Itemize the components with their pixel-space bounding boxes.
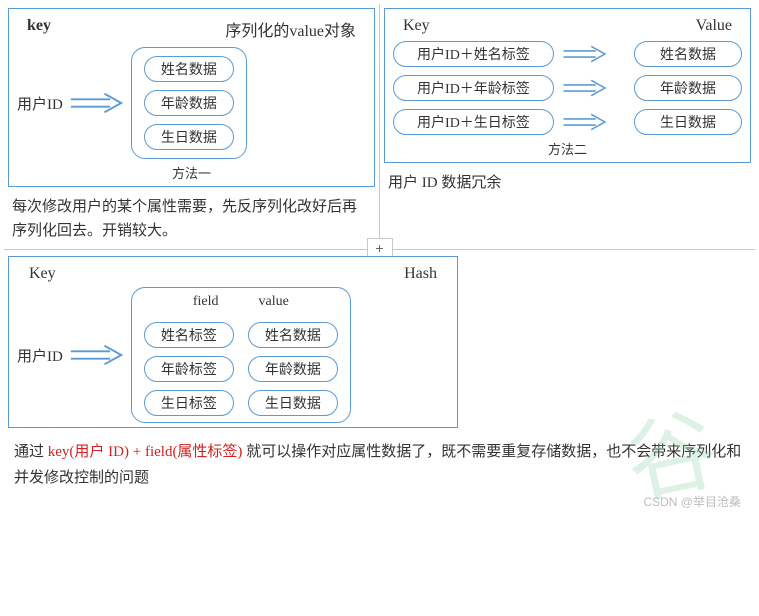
value-pill: 年龄数据 <box>248 356 338 382</box>
field-pill: 年龄标签 <box>144 356 234 382</box>
method3-body: 用户ID field value 姓名标签 姓名数据 年龄标签 年龄数据 生日标… <box>17 287 449 423</box>
method2-value-label: Value <box>696 17 732 35</box>
method2-header: Key Value <box>393 17 742 41</box>
plus-tab[interactable]: + <box>367 238 393 258</box>
value-pill: 生日数据 <box>248 390 338 416</box>
method2-box: Key Value 用户ID＋姓名标签 姓名数据 用户ID＋年龄标签 年龄数据 … <box>384 8 751 163</box>
method3-panel: + Key Hash 用户ID field value 姓名标签 姓名数据 年龄… <box>4 250 755 514</box>
method1-header: key 序列化的value对象 <box>17 17 366 47</box>
method3-header: Key Hash <box>17 265 449 287</box>
conclusion-red: key(用户 ID) + field(属性标签) <box>48 444 243 460</box>
method3-user-id: 用户ID <box>17 345 63 366</box>
pill-birthday: 生日数据 <box>144 124 234 150</box>
method2-key-label: Key <box>403 17 430 35</box>
row-val: 姓名数据 <box>634 41 742 67</box>
method2-subtitle: 方法二 <box>393 139 742 158</box>
hash-columns: 姓名标签 姓名数据 年龄标签 年龄数据 生日标签 生日数据 <box>144 322 338 416</box>
pill-age: 年龄数据 <box>144 90 234 116</box>
method2-rows: 用户ID＋姓名标签 姓名数据 用户ID＋年龄标签 年龄数据 用户ID＋生日标签 … <box>393 41 742 135</box>
method1-box: key 序列化的value对象 用户ID 姓名数据 年龄数据 生日数据 方法一 <box>8 8 375 187</box>
arrow-icon <box>562 43 608 65</box>
method3-hash-label: Hash <box>404 265 437 283</box>
row-key: 用户ID＋生日标签 <box>393 109 554 135</box>
value-pill: 姓名数据 <box>248 322 338 348</box>
method2-caption: 用户 ID 数据冗余 <box>388 171 747 195</box>
conclusion: 通过 key(用户 ID) + field(属性标签) 就可以操作对应属性数据了… <box>14 440 745 491</box>
method1-user-id: 用户ID <box>17 93 63 114</box>
field-pill: 姓名标签 <box>144 322 234 348</box>
sub-field: field <box>193 294 219 310</box>
sub-value: value <box>258 294 288 310</box>
row-val: 生日数据 <box>634 109 742 135</box>
hash-subheader: field value <box>193 294 289 310</box>
method1-body: 用户ID 姓名数据 年龄数据 生日数据 <box>17 47 366 159</box>
arrow-icon <box>562 77 608 99</box>
field-pill: 生日标签 <box>144 390 234 416</box>
row-key: 用户ID＋年龄标签 <box>393 75 554 101</box>
method1-cell: key 序列化的value对象 用户ID 姓名数据 年龄数据 生日数据 方法一 … <box>4 4 380 249</box>
top-row: key 序列化的value对象 用户ID 姓名数据 年龄数据 生日数据 方法一 … <box>4 4 755 250</box>
arrow-icon <box>562 111 608 133</box>
method3-hash-group: field value 姓名标签 姓名数据 年龄标签 年龄数据 生日标签 生日数… <box>131 287 351 423</box>
method1-value-group: 姓名数据 年龄数据 生日数据 <box>131 47 247 159</box>
method1-key-label: key <box>27 17 51 41</box>
row-key: 用户ID＋姓名标签 <box>393 41 554 67</box>
arrow-icon <box>69 91 125 115</box>
pill-name: 姓名数据 <box>144 56 234 82</box>
method1-subtitle: 方法一 <box>17 163 366 182</box>
row-val: 年龄数据 <box>634 75 742 101</box>
method1-value-label: 序列化的value对象 <box>225 17 356 41</box>
method3-box: Key Hash 用户ID field value 姓名标签 姓名数据 年龄标签… <box>8 256 458 428</box>
conclusion-prefix: 通过 <box>14 444 48 460</box>
arrow-icon <box>69 343 125 367</box>
footer: CSDN @举目沧桑 <box>8 493 741 510</box>
method1-caption: 每次修改用户的某个属性需要，先反序列化改好后再序列化回去。开销较大。 <box>12 195 371 243</box>
method3-key-label: Key <box>29 265 56 283</box>
method2-cell: Key Value 用户ID＋姓名标签 姓名数据 用户ID＋年龄标签 年龄数据 … <box>380 4 755 249</box>
